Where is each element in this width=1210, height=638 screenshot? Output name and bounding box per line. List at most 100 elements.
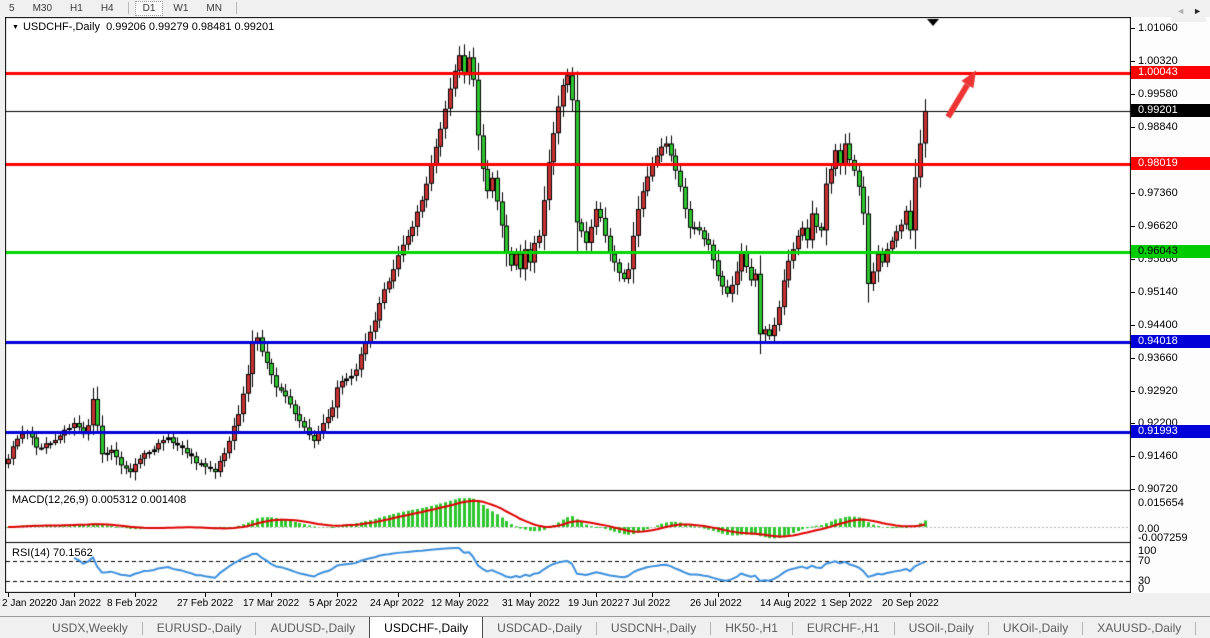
- price-axis-label: 0.92920: [1138, 385, 1178, 397]
- price-chart-canvas[interactable]: [5, 17, 1131, 593]
- tab-usdx-weekly[interactable]: USDX,Weekly: [52, 621, 128, 635]
- tab-usdchf-daily[interactable]: USDCHF-,Daily: [369, 617, 484, 638]
- price-axis-tick: [1131, 358, 1135, 359]
- tab-usdcnh-daily[interactable]: USDCNH-,Daily: [610, 621, 697, 635]
- tab-usdcad-daily[interactable]: USDCAD-,Daily: [497, 621, 582, 635]
- tab-separator: [791, 621, 793, 635]
- chart-symbol-label: USDCHF-,Daily: [22, 21, 100, 33]
- price-axis-tick: [1131, 489, 1135, 490]
- symbol-tab-bar: USDX,Weekly EURUSD-,Daily AUDUSD-,Daily USD…: [0, 616, 1210, 638]
- timeframe-button-d1[interactable]: D1: [134, 0, 164, 16]
- timeframe-button-h4[interactable]: H4: [100, 2, 114, 14]
- date-axis-label: 7 Jul 2022: [624, 598, 671, 609]
- price-axis-tick: [1131, 423, 1135, 424]
- price-axis-tick: [1131, 193, 1135, 194]
- price-axis: 1.01060 1.00320 0.99580 0.98840 0.97360 0.966…: [1131, 17, 1210, 595]
- price-axis-label: 0.90720: [1138, 483, 1178, 495]
- date-axis-tick: [459, 593, 460, 597]
- price-axis-tick: [1131, 456, 1135, 457]
- price-axis-label: 1.00320: [1138, 55, 1178, 67]
- tab-separator: [255, 621, 257, 635]
- price-axis-tick: [1131, 28, 1135, 29]
- rsi-indicator-label: RSI(14) 70.1562: [12, 547, 93, 559]
- indicator-axis-label: 0: [1138, 583, 1145, 595]
- date-axis-tick: [398, 593, 399, 597]
- date-axis-label: 20 Sep 2022: [882, 598, 939, 609]
- tab-scroll-right-icon[interactable]: ►: [1193, 6, 1202, 16]
- tab-audusd-daily[interactable]: AUDUSD-,Daily: [270, 621, 356, 635]
- price-axis-tick: [1131, 94, 1135, 95]
- level-price-badge: 0.91993: [1131, 425, 1210, 438]
- price-axis-tick: [1131, 325, 1135, 326]
- price-axis-tick: [1131, 292, 1135, 293]
- price-axis-tick: [1131, 61, 1135, 62]
- tab-separator: [595, 621, 597, 635]
- price-axis-label: 0.96620: [1138, 220, 1178, 232]
- price-axis-tick: [1131, 391, 1135, 392]
- indicator-axis-label: 100: [1138, 545, 1157, 557]
- tab-separator: [1082, 621, 1084, 635]
- timeframe-button-m30[interactable]: M30: [32, 2, 53, 14]
- date-axis-label: 14 Aug 2022: [760, 598, 817, 609]
- date-axis-tick: [8, 593, 9, 597]
- tab-eurchf-h1[interactable]: EURCHF-,H1: [806, 621, 880, 635]
- date-axis-label: 17 Mar 2022: [243, 598, 300, 609]
- timeframe-button-w1[interactable]: W1: [173, 2, 189, 14]
- price-axis-label: 0.97360: [1138, 187, 1178, 199]
- indicator-axis-label: 30: [1138, 575, 1151, 587]
- timeframe-button-5[interactable]: 5: [9, 2, 15, 14]
- tab-xauusd-daily[interactable]: XAUUSD-,Daily: [1097, 621, 1182, 635]
- tab-scroll-left-icon[interactable]: ◄: [1176, 6, 1186, 16]
- price-axis-label: 0.94400: [1138, 319, 1178, 331]
- tab-separator: [710, 621, 712, 635]
- date-axis-label: 2 Jan 2022: [2, 598, 52, 609]
- indicator-axis-label: 70: [1138, 555, 1151, 567]
- date-axis-label: 24 Apr 2022: [370, 598, 424, 609]
- current-price-badge: 0.99201: [1131, 104, 1210, 117]
- date-axis-label: 19 Jun 2022: [568, 598, 624, 609]
- macd-indicator-label: MACD(12,26,9) 0.005312 0.001408: [12, 494, 187, 506]
- date-axis-tick: [74, 593, 75, 597]
- price-axis-label: 0.91460: [1138, 450, 1178, 462]
- date-axis-label: 8 Feb 2022: [107, 598, 158, 609]
- symbol-dropdown-icon[interactable]: ▼: [12, 24, 19, 31]
- price-axis-tick: [1131, 127, 1135, 128]
- chart-area: ▼ USDCHF-,Daily 0.99206 0.99279 0.98481 0…: [5, 17, 1131, 593]
- date-axis-tick: [849, 593, 850, 597]
- toolbar-separator: [127, 2, 129, 14]
- date-axis-tick: [205, 593, 206, 597]
- tab-usoil-daily[interactable]: USOil-,Daily: [908, 621, 974, 635]
- date-axis-tick: [337, 593, 338, 597]
- date-axis-label: 31 May 2022: [502, 598, 560, 609]
- date-axis-tick: [788, 593, 789, 597]
- tab-ukoil-daily[interactable]: UKOil-,Daily: [1002, 621, 1069, 635]
- level-price-badge: 1.00043: [1131, 66, 1210, 79]
- date-axis-label: 1 Sep 2022: [821, 598, 873, 609]
- date-axis-label: 26 Jul 2022: [690, 598, 742, 609]
- timeframe-button-h1[interactable]: H1: [70, 2, 83, 14]
- tab-eurusd-daily[interactable]: EURUSD-,Daily: [156, 621, 242, 635]
- indicator-axis-label: 0.00: [1138, 523, 1160, 535]
- tab-hk50-h1[interactable]: HK50-,H1: [725, 621, 778, 635]
- date-axis-tick: [271, 593, 272, 597]
- date-axis-label: 20 Jan 2022: [46, 598, 102, 609]
- level-price-badge: 0.96043: [1131, 245, 1210, 258]
- tab-bar-spacer: [0, 617, 38, 638]
- tab-ukoil-da[interactable]: UKOil-,Da: [1196, 617, 1210, 638]
- price-axis-tick: [1131, 226, 1135, 227]
- date-axis-tick: [596, 593, 597, 597]
- date-axis-tick: [530, 593, 531, 597]
- tab-separator: [1195, 621, 1197, 635]
- timeframe-toolbar: 5 M30 H1 H4 D1 W1 MN: [0, 0, 1210, 16]
- date-axis-label: 27 Feb 2022: [177, 598, 234, 609]
- date-axis-tick: [652, 593, 653, 597]
- indicator-axis-label: -0.007259: [1138, 532, 1188, 544]
- price-axis-tick: [1131, 259, 1135, 260]
- tab-separator: [987, 621, 989, 635]
- timeframe-button-mn[interactable]: MN: [206, 2, 222, 14]
- price-axis-label: 0.93660: [1138, 352, 1178, 364]
- tab-separator: [893, 621, 895, 635]
- price-axis-label: 0.95140: [1138, 286, 1178, 298]
- toolbar-separator: [235, 2, 237, 14]
